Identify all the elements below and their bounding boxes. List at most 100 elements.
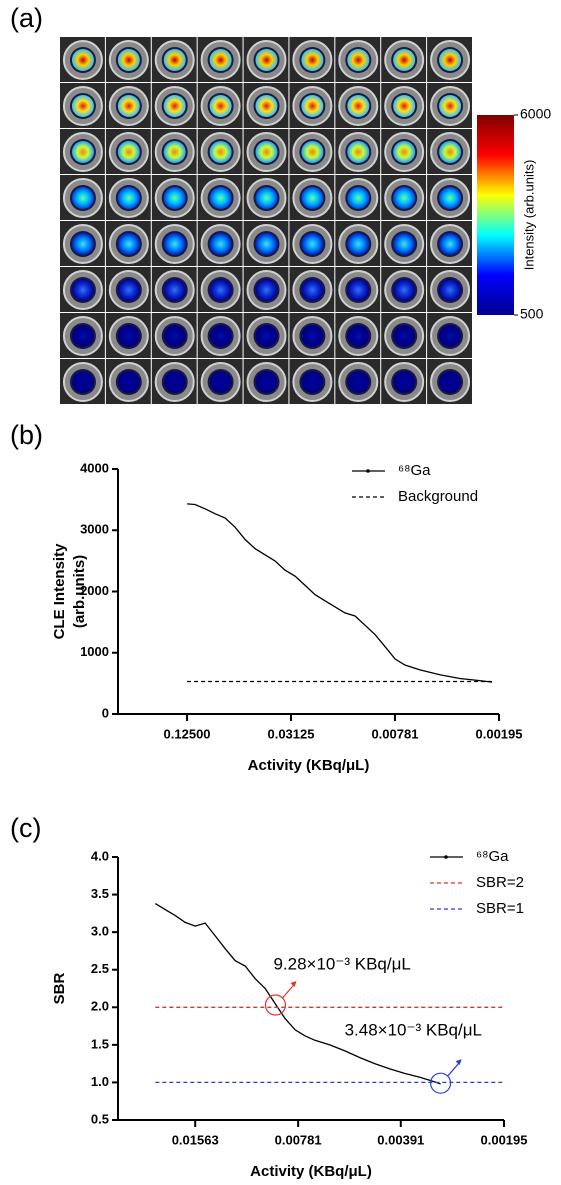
well-signal (71, 95, 94, 117)
colorbar-label: Intensity (arb.units) (521, 160, 536, 271)
annotation-circle (264, 994, 287, 1016)
well-signal (209, 187, 232, 209)
well-signal (117, 279, 140, 301)
y-tick-label: 2.0 (91, 999, 109, 1014)
well-signal (393, 233, 416, 255)
well-signal (301, 325, 324, 347)
panel-label: (c) (10, 813, 41, 843)
x-tick-label: 0.00391 (377, 1132, 424, 1147)
well-signal (163, 279, 186, 301)
series-line (154, 903, 441, 1085)
well-signal (255, 141, 278, 163)
y-axis-label: (arb.units) (71, 555, 88, 628)
well-signal (117, 325, 140, 347)
x-tick-label: 0.12500 (164, 726, 211, 741)
annotation-arrowhead (455, 1059, 462, 1066)
well-signal (347, 95, 370, 117)
well-signal (163, 371, 186, 393)
well-signal (71, 325, 94, 347)
well-signal (209, 141, 232, 163)
x-axis-label: Activity (KBq/μL) (248, 757, 370, 774)
well-signal (347, 49, 370, 71)
well-signal (393, 279, 416, 301)
well-signal (393, 49, 416, 71)
y-tick-label: 3.0 (91, 924, 109, 939)
well-signal (163, 49, 186, 71)
y-tick-label: 2000 (80, 583, 109, 598)
well-signal (163, 141, 186, 163)
well-signal (347, 279, 370, 301)
well-signal (209, 49, 232, 71)
colorbar-tick-label: 500 (520, 306, 544, 322)
x-tick-label: 0.01563 (172, 1132, 219, 1147)
annotation-text: 9.28×10⁻³ KBq/μL (273, 955, 410, 974)
well-signal (163, 325, 186, 347)
well-signal (301, 233, 324, 255)
well-signal (71, 371, 94, 393)
well-signal (117, 233, 140, 255)
well-signal (439, 49, 462, 71)
x-axis-label: Activity (KBq/μL) (250, 1163, 372, 1180)
well-signal (439, 371, 462, 393)
well-signal (439, 233, 462, 255)
colorbar-tick-label: 6000 (520, 106, 551, 122)
legend-label: Background (398, 488, 478, 505)
annotation-arrowhead (290, 981, 297, 988)
y-axis-label: SBR (51, 972, 68, 1004)
well-signal (255, 187, 278, 209)
well-signal (439, 325, 462, 347)
well-signal (347, 187, 370, 209)
well-signal (71, 187, 94, 209)
legend-label: SBR=2 (476, 874, 524, 891)
well-signal (255, 325, 278, 347)
y-tick-label: 3000 (80, 522, 109, 537)
well-signal (301, 279, 324, 301)
annotation-text: 3.48×10⁻³ KBq/μL (345, 1021, 482, 1040)
well-signal (117, 187, 140, 209)
well-signal (255, 371, 278, 393)
x-tick-label: 0.00781 (275, 1132, 322, 1147)
well-signal (439, 141, 462, 163)
annotation-circle (429, 1072, 452, 1094)
y-tick-label: 1.0 (91, 1074, 109, 1089)
well-signal (117, 49, 140, 71)
well-signal (393, 325, 416, 347)
well-signal (439, 95, 462, 117)
well-signal (439, 187, 462, 209)
well-signal (255, 49, 278, 71)
well-signal (209, 279, 232, 301)
x-tick-label: 0.00781 (371, 726, 418, 741)
well-signal (255, 279, 278, 301)
well-signal (393, 95, 416, 117)
well-signal (393, 187, 416, 209)
well-signal (209, 325, 232, 347)
colorbar (477, 115, 514, 315)
y-tick-label: 1.5 (91, 1036, 109, 1051)
well-signal (301, 95, 324, 117)
well-signal (393, 141, 416, 163)
legend-label: SBR=1 (476, 900, 524, 917)
y-tick-label: 1000 (80, 644, 109, 659)
y-tick-label: 4000 (80, 460, 109, 475)
well-signal (163, 187, 186, 209)
y-axis-label: CLE Intensity (51, 543, 68, 640)
legend-label: ⁶⁸Ga (398, 462, 431, 479)
well-signal (117, 95, 140, 117)
well-signal (71, 279, 94, 301)
well-signal (393, 371, 416, 393)
well-signal (301, 49, 324, 71)
well-signal (347, 233, 370, 255)
series-line (187, 503, 493, 683)
well-signal (347, 371, 370, 393)
well-signal (117, 141, 140, 163)
panel-label: (a) (10, 3, 43, 33)
well-signal (301, 187, 324, 209)
y-tick-label: 0.5 (91, 1111, 109, 1126)
y-tick-label: 2.5 (91, 961, 109, 976)
x-tick-label: 0.00195 (481, 1132, 528, 1147)
well-signal (71, 233, 94, 255)
y-tick-label: 0 (102, 705, 109, 720)
well-signal (301, 141, 324, 163)
well-signal (255, 233, 278, 255)
